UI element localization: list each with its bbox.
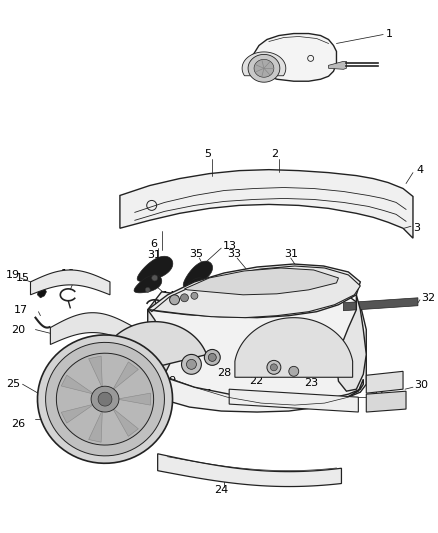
Polygon shape	[254, 59, 274, 77]
Text: 21: 21	[199, 389, 213, 399]
Text: 2: 2	[271, 149, 279, 159]
Text: 31: 31	[148, 250, 162, 260]
Polygon shape	[38, 288, 46, 298]
Polygon shape	[328, 61, 346, 69]
Circle shape	[152, 275, 158, 281]
Polygon shape	[242, 52, 286, 76]
Polygon shape	[61, 375, 94, 394]
Circle shape	[180, 294, 188, 302]
Polygon shape	[336, 295, 366, 391]
Circle shape	[289, 366, 299, 376]
Text: 15: 15	[16, 273, 29, 283]
Polygon shape	[120, 169, 413, 238]
Text: 22: 22	[249, 376, 263, 386]
Polygon shape	[183, 261, 212, 287]
Circle shape	[270, 364, 277, 371]
Text: 5: 5	[204, 149, 211, 159]
Polygon shape	[235, 318, 353, 377]
Text: 33: 33	[227, 249, 241, 259]
Text: 18: 18	[140, 277, 154, 287]
Text: 16: 16	[61, 269, 75, 279]
Text: 13: 13	[223, 241, 237, 251]
Text: 3: 3	[413, 223, 420, 233]
Polygon shape	[46, 342, 164, 456]
Circle shape	[170, 295, 180, 305]
Polygon shape	[113, 362, 138, 390]
Circle shape	[145, 287, 150, 292]
Text: 19: 19	[6, 270, 20, 280]
Text: 24: 24	[214, 484, 229, 495]
Polygon shape	[148, 264, 360, 318]
Text: 35: 35	[190, 249, 203, 259]
Text: 20: 20	[11, 325, 25, 335]
Polygon shape	[148, 369, 363, 412]
Polygon shape	[57, 353, 154, 445]
Polygon shape	[148, 310, 172, 377]
Polygon shape	[61, 404, 94, 423]
Polygon shape	[251, 34, 336, 81]
Polygon shape	[117, 393, 151, 405]
Text: 28: 28	[217, 368, 232, 378]
Polygon shape	[366, 372, 403, 393]
Polygon shape	[113, 408, 138, 437]
Text: 23: 23	[304, 378, 318, 388]
Circle shape	[181, 354, 201, 374]
Text: 25: 25	[6, 379, 20, 389]
Polygon shape	[181, 278, 205, 296]
Circle shape	[187, 359, 196, 369]
Polygon shape	[50, 313, 135, 344]
Polygon shape	[91, 386, 119, 412]
Text: 26: 26	[11, 419, 25, 429]
Text: 1: 1	[386, 29, 393, 38]
Polygon shape	[366, 391, 406, 412]
Text: 31: 31	[284, 249, 298, 259]
Text: 29: 29	[162, 376, 176, 386]
Circle shape	[191, 292, 198, 300]
Text: 32: 32	[421, 293, 435, 303]
Polygon shape	[343, 298, 418, 311]
Text: 30: 30	[414, 380, 428, 390]
Circle shape	[205, 350, 220, 365]
Text: 27: 27	[370, 390, 385, 400]
Polygon shape	[134, 275, 162, 293]
Text: 4: 4	[416, 165, 423, 175]
Polygon shape	[148, 292, 366, 407]
Polygon shape	[229, 389, 358, 412]
Polygon shape	[150, 266, 360, 318]
Text: 6: 6	[150, 239, 157, 249]
Polygon shape	[38, 335, 173, 463]
Circle shape	[208, 353, 216, 361]
Text: 17: 17	[14, 305, 28, 314]
Polygon shape	[184, 268, 339, 295]
Polygon shape	[158, 454, 342, 487]
Polygon shape	[98, 392, 112, 406]
Polygon shape	[103, 321, 207, 379]
Polygon shape	[248, 54, 280, 82]
Polygon shape	[137, 256, 173, 281]
Polygon shape	[88, 410, 102, 442]
Polygon shape	[88, 356, 102, 388]
Circle shape	[267, 360, 281, 374]
Text: 14: 14	[162, 291, 176, 301]
Polygon shape	[31, 270, 110, 295]
